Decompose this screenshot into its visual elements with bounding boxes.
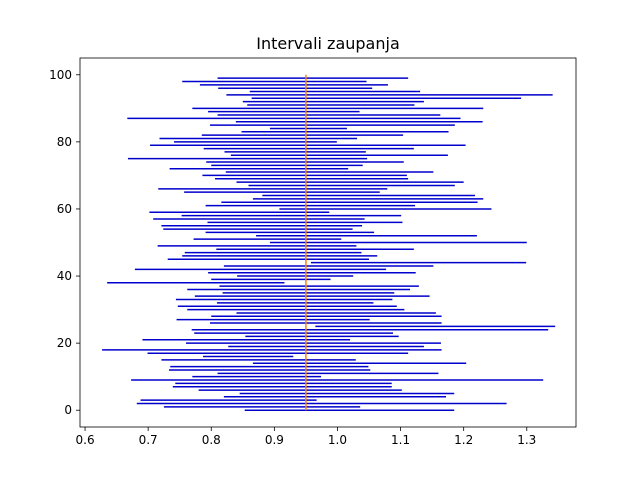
axes: 0.6 0.7 0.8 0.9 1.0 1.1 1.2 1.3 0 20 40 60 80 100: [49, 57, 577, 447]
x-tick-label: 1.1: [391, 433, 410, 447]
x-tick-label: 1.0: [328, 433, 347, 447]
x-tick-label: 0.7: [139, 433, 158, 447]
x-tick-label: 0.6: [76, 433, 95, 447]
x-tick-label: 1.3: [517, 433, 536, 447]
interval-series: [102, 77, 556, 411]
y-tick-label: 100: [49, 68, 72, 82]
y-tick-label: 20: [57, 336, 72, 350]
plot-frame: [79, 57, 577, 428]
y-tick-label: 80: [57, 135, 72, 149]
y-tick-label: 60: [57, 202, 72, 216]
x-tick-label: 0.8: [202, 433, 221, 447]
y-tick-label: 40: [57, 269, 72, 283]
x-tick-label: 0.9: [265, 433, 284, 447]
x-tick-label: 1.2: [454, 433, 473, 447]
y-tick-label: 0: [64, 403, 72, 417]
chart-title: Intervali zaupanja: [256, 34, 400, 53]
